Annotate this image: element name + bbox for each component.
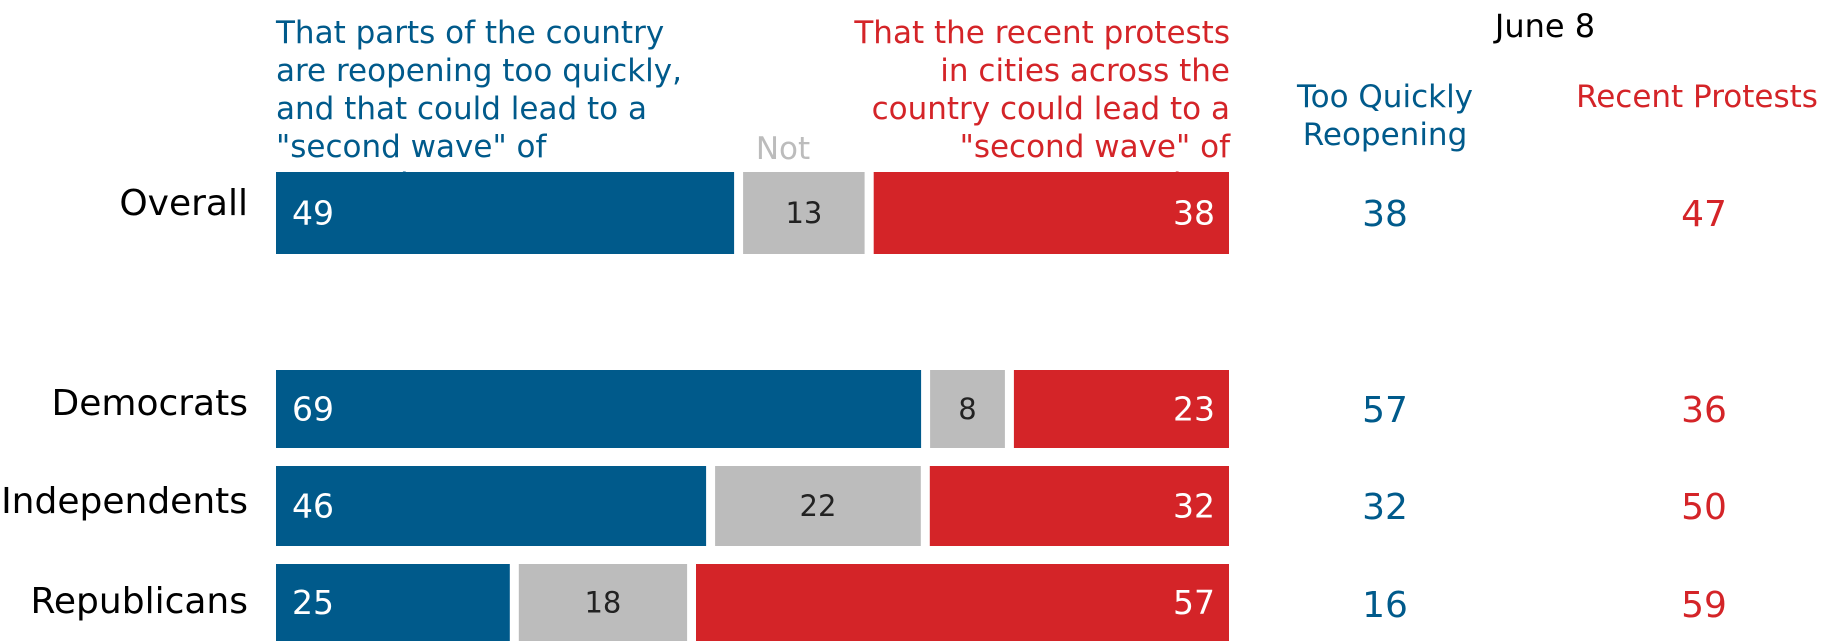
row-label-independents: Independents — [1, 481, 248, 522]
row-label-democrats: Democrats — [51, 383, 249, 424]
bar-label-republicans-not-sure: 18 — [584, 586, 621, 620]
bar-label-republicans-reopening: 25 — [292, 583, 334, 622]
bar-label-independents-protests: 32 — [1173, 487, 1215, 526]
bar-independents-protests — [929, 466, 1229, 546]
bar-label-overall-reopening: 49 — [292, 194, 334, 233]
bar-independents-reopening — [276, 466, 707, 546]
bar-republicans-not-sure — [518, 564, 688, 641]
legend-protests-label: That the recent protests in cities acros… — [854, 15, 1230, 203]
bar-democrats-not-sure — [930, 370, 1005, 448]
bar-label-independents-reopening: 46 — [292, 487, 334, 526]
bar-republicans-reopening — [276, 564, 510, 641]
bar-democrats-reopening — [276, 370, 922, 448]
bar-label-democrats-reopening: 69 — [292, 390, 334, 429]
comparison-value-overall-protests: 47 — [1681, 194, 1727, 235]
comparison-value-republicans-reopening: 16 — [1362, 585, 1408, 626]
comparison-value-democrats-reopening: 57 — [1362, 390, 1408, 431]
bar-overall-protests — [873, 172, 1229, 254]
comparison-header-protests: Recent Protests — [1576, 79, 1818, 115]
comparison-title: June 8 — [1494, 7, 1596, 45]
bar-overall-not-sure — [743, 172, 865, 254]
bar-republicans-protests — [696, 564, 1229, 641]
bar-label-republicans-protests: 57 — [1173, 583, 1215, 622]
bar-label-democrats-not-sure: 8 — [958, 392, 976, 426]
row-label-overall: Overall — [119, 183, 248, 224]
comparison-value-democrats-protests: 36 — [1681, 390, 1727, 431]
bar-label-democrats-protests: 23 — [1173, 390, 1215, 429]
row-label-republicans: Republicans — [30, 581, 249, 622]
bar-label-independents-not-sure: 22 — [800, 489, 837, 523]
comparison-value-independents-reopening: 32 — [1362, 487, 1408, 528]
comparison-header-reopening: Too Quickly Reopening — [1296, 79, 1474, 153]
bar-label-overall-protests: 38 — [1173, 194, 1215, 233]
bar-democrats-protests — [1013, 370, 1229, 448]
comparison-value-independents-protests: 50 — [1681, 487, 1727, 528]
bar-independents-not-sure — [715, 466, 921, 546]
comparison-value-overall-reopening: 38 — [1362, 194, 1408, 235]
bar-overall-reopening — [276, 172, 735, 254]
bar-label-overall-not-sure: 13 — [785, 196, 822, 230]
comparison-value-republicans-protests: 59 — [1681, 585, 1727, 626]
